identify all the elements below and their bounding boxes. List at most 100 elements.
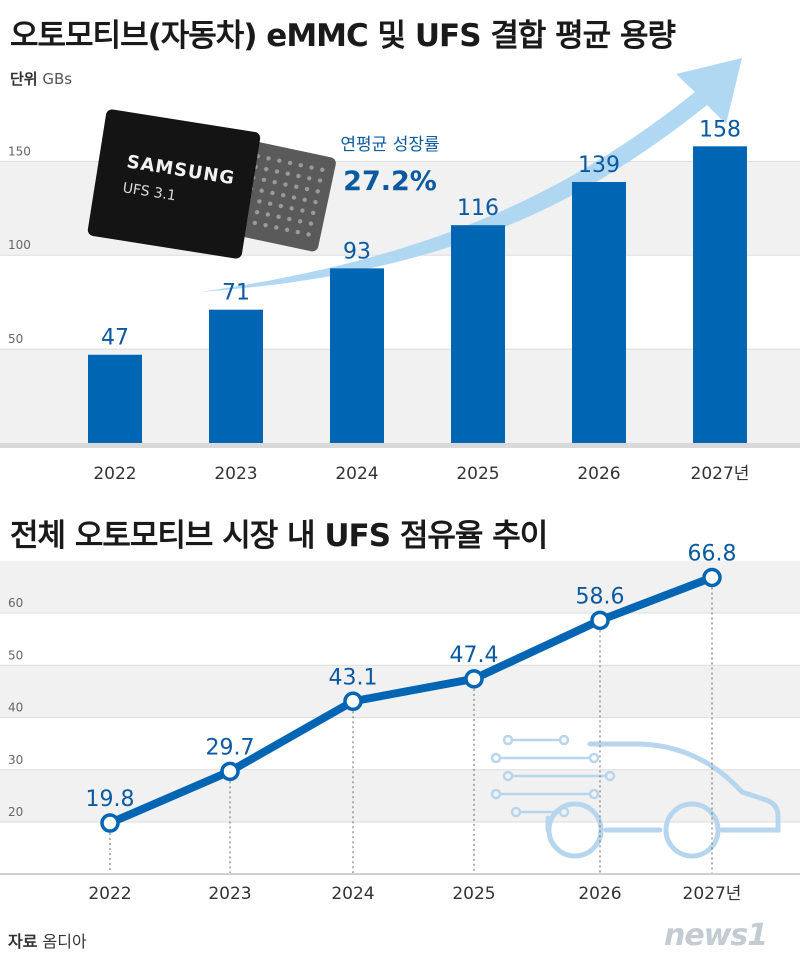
line-point-0 <box>100 813 120 833</box>
bar-baseline <box>0 443 800 448</box>
line-grid-band-2 <box>0 560 800 613</box>
line-chart: 20 30 40 50 60 19.8 2022 29.7 2023 43.1 2024 47.4 20… <box>0 541 800 904</box>
chip-pin <box>306 232 311 237</box>
chip-pin <box>278 203 284 209</box>
bar-x-tick-0: 2022 <box>93 464 136 484</box>
bar-2027년 <box>693 146 747 444</box>
chip-pin <box>280 193 286 198</box>
news1-logo: news1 <box>664 918 768 953</box>
circuit-node-start-2 <box>502 770 514 782</box>
car-icon <box>545 741 781 859</box>
line-y-tick-0: 20 <box>8 805 23 819</box>
line-value-label-3: 47.4 <box>450 643 499 668</box>
chip-pin <box>274 169 280 174</box>
chip-pin <box>277 158 282 163</box>
chip-pin <box>267 201 273 206</box>
bar-value-label-3: 116 <box>457 196 499 221</box>
source-label: 자료 <box>8 932 38 951</box>
source-value: 옴디아 <box>42 932 87 951</box>
chip-pin <box>257 199 262 204</box>
line-baseline <box>0 873 800 875</box>
bar-value-label-1: 71 <box>222 281 250 306</box>
chip-pin <box>283 182 288 187</box>
line-x-tick-0: 2022 <box>88 884 131 904</box>
chip-pin <box>287 216 292 222</box>
line-x-tick-4: 2026 <box>578 884 621 904</box>
chip-front <box>87 109 261 259</box>
chip-pin <box>285 171 290 176</box>
line-y-tick-3: 50 <box>8 648 23 662</box>
circuit-node-end-2 <box>604 770 616 782</box>
chip-pins <box>241 153 325 237</box>
line-x-tick-5: 2027년 <box>683 884 742 904</box>
line-value-label-1: 29.7 <box>206 735 255 760</box>
line-point-2 <box>343 691 363 712</box>
chip-pin <box>289 206 294 211</box>
chip-pin <box>295 229 301 235</box>
bar-chart-title: 오토모티브(자동차) eMMC 및 UFS 결합 평균 용량 <box>10 18 676 54</box>
chip-pin <box>265 212 271 217</box>
chip-pin <box>297 219 303 224</box>
chip-pin <box>302 197 307 203</box>
circuit-node-end-0 <box>558 734 570 746</box>
bar-value-label-5: 158 <box>699 117 741 142</box>
chip-pin <box>317 178 323 183</box>
line-point-3 <box>464 669 484 689</box>
line-y-tick-2: 40 <box>8 701 23 715</box>
ufs-share-line <box>108 573 714 827</box>
source-note: 자료 옴디아 <box>8 928 87 952</box>
circuit-node-start-3 <box>490 788 502 800</box>
bar-value-label-2: 93 <box>343 239 371 264</box>
chip-pin <box>304 186 310 192</box>
circuit-node-start-1 <box>490 752 502 764</box>
chip-pin <box>264 166 269 172</box>
bar-2023 <box>209 309 263 443</box>
line-x-tick-1: 2023 <box>208 884 251 904</box>
chip-pin <box>307 176 312 181</box>
bar-x-tick-4: 2026 <box>577 464 620 484</box>
bar-value-label-0: 47 <box>101 326 129 351</box>
chip-pin <box>313 199 318 205</box>
chip-pin <box>276 214 281 219</box>
chip-pin <box>261 177 267 183</box>
circuit-node-end-1 <box>588 752 600 764</box>
line-x-tick-3: 2025 <box>452 884 495 904</box>
bar-x-tick-5: 2027년 <box>691 464 750 484</box>
chip-pin <box>310 210 316 216</box>
chip-pin <box>309 165 314 170</box>
line-point-5 <box>702 567 722 588</box>
bar-value-label-4: 139 <box>578 153 620 178</box>
car-front-wheel <box>663 801 721 859</box>
chip-pin <box>259 188 264 193</box>
growth-arrow-shape <box>200 58 742 292</box>
line-chart-title: 전체 오토모티브 시장 내 UFS 점유율 추이 <box>10 518 548 554</box>
chip-pin <box>308 221 314 226</box>
bar-unit-value: GBs <box>42 70 73 88</box>
bar-chart-unit: 단위 GBs <box>10 68 72 89</box>
chip-pin <box>263 223 268 228</box>
circuit-node-start-0 <box>502 734 514 746</box>
chip-pin <box>298 163 304 168</box>
bar-2026 <box>572 181 626 443</box>
growth-arrow <box>200 58 742 292</box>
line-point-1 <box>220 761 240 782</box>
chip-pin <box>300 208 305 213</box>
chip-pin <box>287 160 293 166</box>
line-point-4 <box>590 610 610 631</box>
chip-pin <box>296 173 301 179</box>
line-value-label-4: 58.6 <box>576 584 625 609</box>
line-value-label-2: 43.1 <box>329 665 378 690</box>
bar-2022 <box>88 354 142 443</box>
bar-2025 <box>451 225 505 443</box>
bar-y-tick-2: 150 <box>8 144 31 158</box>
bar-x-tick-3: 2025 <box>456 464 499 484</box>
line-y-tick-1: 30 <box>8 753 23 767</box>
chip-pin <box>315 189 320 194</box>
circuit-node-end-3 <box>588 788 600 800</box>
bar-unit-label: 단위 <box>10 70 38 88</box>
line-y-tick-4: 60 <box>8 596 23 610</box>
chip-pin <box>270 190 275 196</box>
cagr-label: 연평균 성장률 <box>340 135 439 155</box>
